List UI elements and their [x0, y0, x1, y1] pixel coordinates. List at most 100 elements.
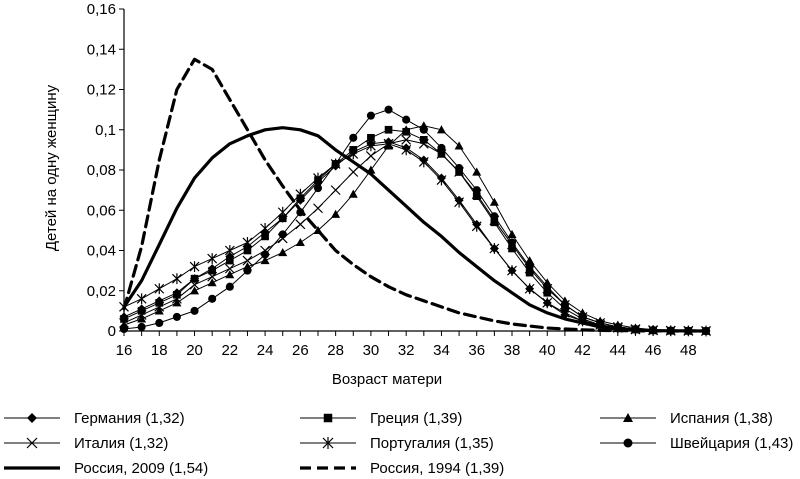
- legend-label: Германия (1,32): [74, 410, 185, 427]
- data-point: [208, 266, 217, 275]
- x-tick-label: 34: [433, 342, 450, 359]
- series-line: [122, 57, 708, 333]
- legend-item: Испания (1,38): [600, 410, 773, 427]
- data-point: [348, 167, 359, 177]
- data-point: [348, 148, 359, 160]
- axes: 0 0,02 0,04 0,06 0,08 0,1 0,12 0,14 0,16 16 18 20 22…: [87, 1, 707, 359]
- legend: Германия (1,32) Греция (1,39) Испания (1,3…: [4, 410, 793, 477]
- data-point: [120, 315, 128, 323]
- legend-label: Швейцария (1,43): [670, 435, 793, 452]
- x-tick-label: 48: [680, 342, 697, 359]
- data-point: [542, 297, 553, 309]
- data-point: [225, 270, 235, 279]
- legend-item: Россия, 2009 (1,54): [4, 460, 208, 477]
- x-tick-label: 32: [398, 342, 415, 359]
- data-point: [155, 299, 164, 307]
- y-tick-label: 0: [108, 323, 116, 340]
- data-point: [507, 229, 517, 238]
- data-point: [543, 288, 552, 297]
- data-point: [472, 167, 482, 176]
- data-point: [490, 218, 499, 227]
- legend-item: Португалия (1,35): [300, 435, 494, 452]
- series-4: [119, 138, 711, 337]
- data-point: [154, 283, 165, 295]
- x-tick-label: 42: [574, 342, 591, 359]
- legend-label: Испания (1,38): [670, 410, 773, 427]
- data-point: [525, 268, 534, 277]
- series-line: [123, 125, 707, 332]
- series-1: [120, 125, 710, 335]
- data-point: [331, 209, 341, 218]
- data-point: [154, 306, 164, 315]
- data-point: [225, 282, 234, 291]
- legend-item: Италия (1,32): [4, 435, 168, 452]
- data-point: [119, 318, 129, 328]
- legend-item: Греция (1,39): [300, 410, 462, 427]
- data-point: [455, 163, 464, 173]
- legend-label: Португалия (1,35): [370, 435, 494, 452]
- data-point: [366, 111, 375, 120]
- y-tick-label: 0,12: [87, 82, 116, 99]
- x-axis-title: Возраст матери: [332, 371, 442, 388]
- legend-item: Швейцария (1,43): [600, 435, 793, 452]
- data-point: [437, 143, 446, 152]
- series-6: [122, 126, 708, 333]
- x-tick-label: 20: [186, 342, 203, 359]
- series-5: [119, 105, 711, 336]
- data-point: [295, 188, 306, 200]
- x-tick-label: 16: [116, 342, 133, 359]
- data-point: [154, 301, 165, 312]
- data-point: [367, 133, 375, 142]
- data-point: [383, 138, 394, 150]
- data-point: [208, 294, 217, 303]
- data-point: [454, 141, 464, 150]
- data-point: [384, 105, 393, 114]
- series-2: [119, 121, 711, 335]
- data-point: [559, 307, 570, 319]
- x-tick-label: 38: [504, 342, 521, 359]
- data-point: [365, 150, 376, 161]
- data-point: [136, 309, 147, 320]
- data-point: [313, 203, 323, 214]
- legend-marker: [323, 413, 333, 423]
- legend-marker: [27, 413, 37, 423]
- x-tick-label: 28: [327, 342, 344, 359]
- series-line: [123, 143, 707, 332]
- data-point: [313, 172, 323, 184]
- data-point: [331, 159, 340, 169]
- x-tick-label: 36: [468, 342, 485, 359]
- data-point: [349, 133, 358, 142]
- data-point: [224, 245, 235, 256]
- data-point: [243, 266, 252, 275]
- data-point: [508, 244, 516, 253]
- data-point: [207, 278, 217, 287]
- data-point: [242, 255, 253, 266]
- data-point: [119, 324, 129, 334]
- data-point: [436, 174, 447, 186]
- data-point: [242, 237, 253, 248]
- data-point: [489, 243, 500, 254]
- data-point: [471, 220, 482, 232]
- data-point: [365, 140, 376, 152]
- legend-marker: [623, 413, 633, 422]
- data-point: [560, 300, 569, 309]
- legend-item: Россия, 1994 (1,39): [300, 460, 504, 477]
- series-0: [119, 137, 711, 336]
- data-point: [190, 306, 199, 315]
- data-point: [278, 230, 287, 239]
- data-point: [525, 262, 534, 271]
- data-point: [401, 125, 411, 134]
- data-point: [419, 125, 428, 134]
- data-point: [348, 189, 358, 198]
- legend-label: Россия, 1994 (1,39): [370, 460, 504, 477]
- series-7: [122, 57, 708, 333]
- data-point: [472, 192, 481, 200]
- data-point: [436, 125, 446, 134]
- data-point: [137, 322, 146, 332]
- data-point: [260, 256, 270, 265]
- data-point: [419, 135, 428, 144]
- data-point: [330, 185, 341, 196]
- series-line: [122, 126, 708, 333]
